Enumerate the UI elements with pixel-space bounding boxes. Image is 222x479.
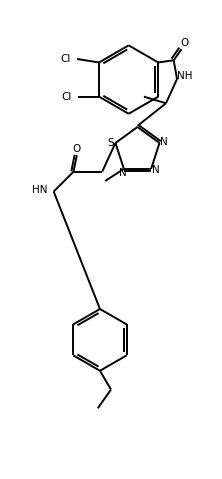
Text: N: N xyxy=(161,137,168,147)
Text: S: S xyxy=(107,138,114,148)
Text: NH: NH xyxy=(177,71,192,80)
Text: Cl: Cl xyxy=(60,54,70,64)
Text: N: N xyxy=(152,165,160,175)
Text: O: O xyxy=(73,144,81,153)
Text: Cl: Cl xyxy=(61,91,71,102)
Text: N: N xyxy=(119,168,127,178)
Text: HN: HN xyxy=(32,185,47,195)
Text: O: O xyxy=(181,38,189,47)
